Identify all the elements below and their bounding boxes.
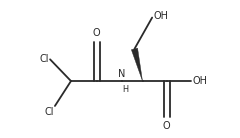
Text: H: H: [123, 85, 129, 94]
Text: O: O: [163, 121, 170, 131]
Text: O: O: [93, 28, 101, 39]
Text: OH: OH: [153, 11, 168, 21]
Text: Cl: Cl: [40, 54, 49, 64]
Text: OH: OH: [192, 76, 207, 86]
Text: Cl: Cl: [45, 107, 54, 117]
Text: N: N: [118, 69, 125, 79]
Polygon shape: [131, 48, 143, 81]
